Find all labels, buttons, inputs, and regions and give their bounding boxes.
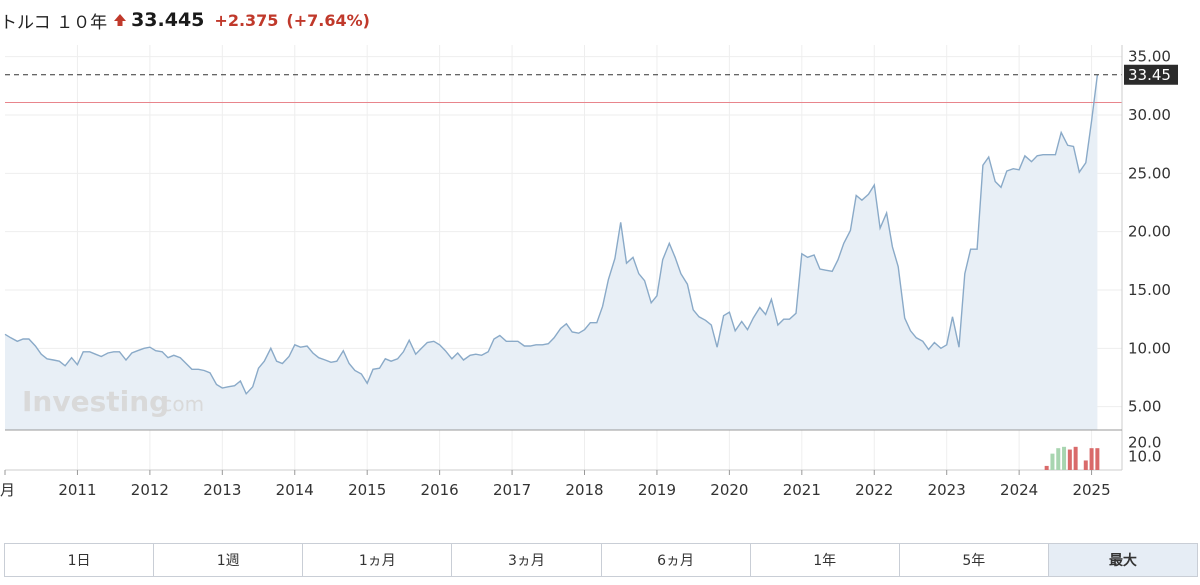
x-tick-label: 2011: [58, 481, 96, 499]
x-tick-label: 2023: [928, 481, 966, 499]
x-tick-label: 2014: [276, 481, 314, 499]
price-change: +2.375: [214, 10, 279, 30]
volume-bar: [1050, 453, 1055, 470]
price-area: [5, 74, 1098, 430]
y-tick-label: 15.00: [1128, 281, 1171, 299]
price-chart[interactable]: Investing .com 35.00 30.00 25.00 20.00 15.00…: [0, 40, 1200, 500]
x-tick-label: 2024: [1000, 481, 1038, 499]
x-tick-label: 2022: [855, 481, 893, 499]
price-change-percent: (+7.64%): [286, 10, 370, 30]
volume-bar: [1056, 448, 1061, 470]
x-tick-label: 2018: [565, 481, 603, 499]
volume-bar: [1073, 446, 1078, 470]
watermark-sub: .com: [155, 392, 204, 416]
volume-bar: [1089, 448, 1094, 470]
instrument-name: トルコ １０年: [0, 12, 108, 33]
x-tick-label: 2017: [493, 481, 531, 499]
volume-tick-label: 10.0: [1128, 447, 1161, 465]
x-tick-label: 2019: [638, 481, 676, 499]
x-tick-label: 2013: [203, 481, 241, 499]
y-axis-ticks: 35.00 30.00 25.00 20.00 15.00 10.00 5.00 20.010…: [1128, 48, 1171, 466]
y-tick-label: 25.00: [1128, 164, 1171, 182]
axes: [5, 45, 1123, 471]
range-button[interactable]: 3ヵ月: [452, 544, 602, 576]
x-tick-label: 2025: [1072, 481, 1110, 499]
volume-bar: [1067, 449, 1072, 470]
range-button[interactable]: 6ヵ月: [602, 544, 751, 576]
range-button[interactable]: 1週: [154, 544, 304, 576]
price-line: [4, 74, 1099, 396]
volume-bars: [1044, 446, 1100, 470]
range-button[interactable]: 1日: [5, 544, 155, 576]
last-price: 33.445: [131, 9, 205, 31]
current-price-tag-bg: [1124, 64, 1178, 85]
investing-watermark: Investing .com: [22, 385, 204, 418]
x-tick-label: 2020: [710, 481, 748, 499]
watermark-main: Investing: [22, 385, 169, 418]
volume-bar: [1062, 446, 1067, 470]
y-tick-label: 35.00: [1128, 48, 1171, 66]
x-tick-label: 2021: [783, 481, 821, 499]
time-range-selector: 1日 1週 1ヵ月 3ヵ月 6ヵ月 1年 5年 最大: [4, 543, 1198, 577]
range-button[interactable]: 1年: [751, 544, 900, 576]
y-tick-label: 20.00: [1128, 223, 1171, 241]
x-axis-ticks: 月 2011 2012 2013 2014 2015 2016 2017 2018 2019 202…: [0, 470, 1111, 499]
instrument-header: トルコ １０年 33.445 +2.375 (+7.64%): [0, 6, 370, 34]
arrow-up-icon: [114, 14, 127, 26]
y-tick-label: 5.00: [1128, 398, 1161, 416]
x-tick-label: 月: [0, 481, 15, 499]
y-tick-label: 30.00: [1128, 106, 1171, 124]
volume-tick-label: 20.0: [1128, 434, 1161, 452]
range-button[interactable]: 5年: [900, 544, 1049, 576]
volume-bar: [1044, 465, 1049, 470]
current-price-tag: 33.45: [1124, 64, 1178, 85]
range-button[interactable]: 最大: [1048, 544, 1197, 576]
volume-bar: [1095, 448, 1100, 470]
x-tick-label: 2015: [348, 481, 386, 499]
volume-bar: [1083, 460, 1088, 470]
x-tick-label: 2012: [131, 481, 169, 499]
y-tick-label: 10.00: [1128, 339, 1171, 357]
current-price-tag-label: 33.45: [1128, 66, 1171, 84]
range-button[interactable]: 1ヵ月: [303, 544, 453, 576]
x-tick-label: 2016: [421, 481, 459, 499]
